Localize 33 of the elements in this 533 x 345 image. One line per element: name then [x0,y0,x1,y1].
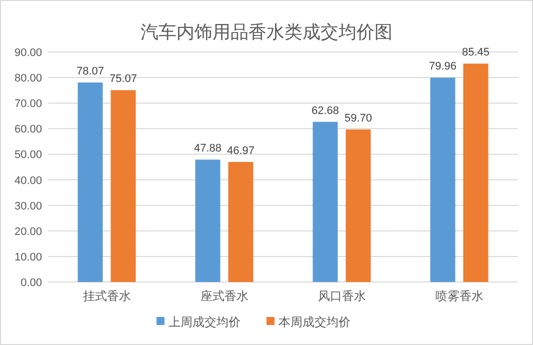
ytick: 10.00 [14,251,42,264]
data-label: 47.88 [194,142,222,155]
xtick: 喷雾香水 [435,289,484,303]
legend-item: 上周成交均价 [156,315,240,329]
xtick: 座式香水 [200,289,248,303]
ytick: 90.00 [14,47,42,59]
xtick: 风口香水 [318,289,366,303]
ytick: 50.00 [14,149,42,162]
data-label: 85.45 [462,46,490,59]
ytick: 0.00 [20,277,42,289]
bar [195,160,220,282]
data-label: 59.70 [344,112,372,124]
bar [463,64,488,282]
bar [78,82,103,282]
legend-item: 本周成交均价 [266,315,350,329]
data-label: 62.68 [311,104,340,117]
ytick: 20.00 [14,226,42,238]
data-label: 46.97 [226,144,255,157]
bar [312,122,338,282]
data-label: 75.07 [109,73,138,86]
ytick: 60.00 [14,124,42,136]
title: 汽车内饰用品香水类成交均价图 [140,22,392,42]
xtick: 挂式香水 [82,289,131,303]
bar [346,129,371,282]
ytick: 30.00 [14,200,42,212]
bar [228,162,254,282]
bar [110,90,136,282]
ytick: 70.00 [14,98,42,110]
data-label: 78.07 [76,66,104,78]
ytick: 40.00 [14,174,42,187]
ytick: 80.00 [14,72,42,85]
data-label: 79.96 [428,60,457,73]
bar [430,78,456,282]
